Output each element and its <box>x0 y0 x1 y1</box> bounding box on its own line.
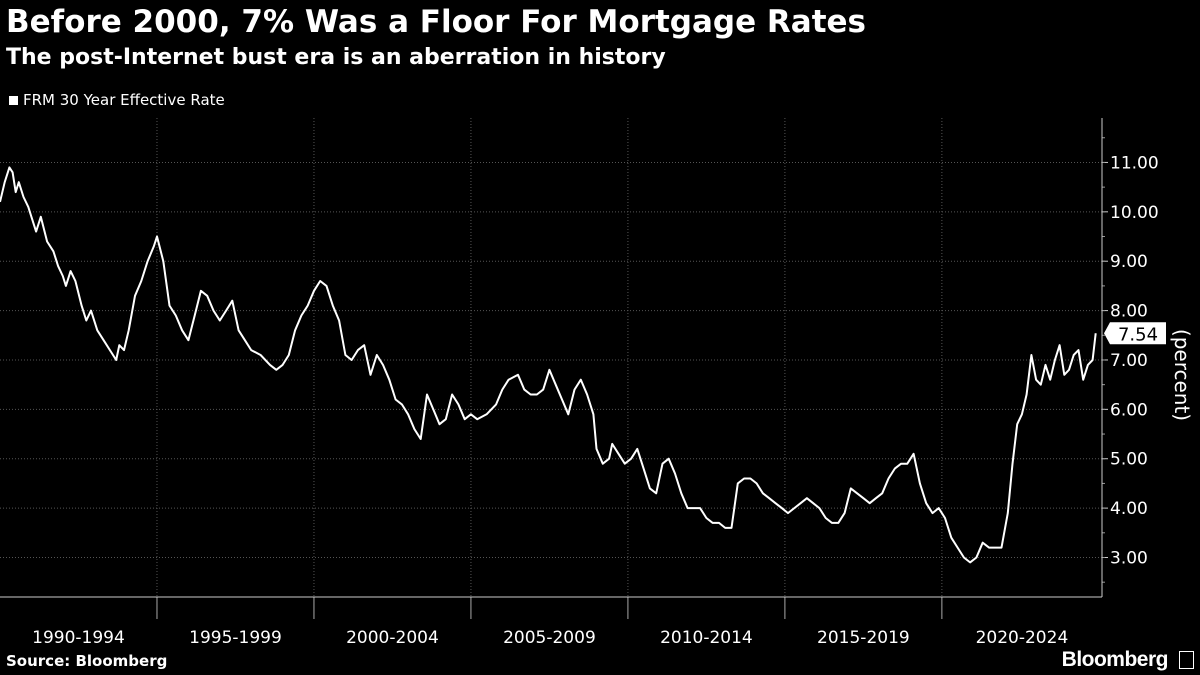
y-tick-label: 7.00 <box>1110 351 1148 371</box>
axes <box>0 118 1108 619</box>
grid-lines <box>0 118 1102 597</box>
y-tick-label: 8.00 <box>1110 302 1148 322</box>
series-line-frm-30yr <box>0 166 1097 564</box>
axis-labels: 3.00 4.00 5.00 6.00 7.00 8.00 9.00 10.00 11.00 19… <box>32 153 1194 648</box>
x-tick-label: 2020-2024 <box>976 628 1069 648</box>
y-tick-label: 10.00 <box>1110 203 1159 223</box>
y-tick-label: 9.00 <box>1110 252 1148 272</box>
y-tick-label: 6.00 <box>1110 400 1148 420</box>
x-tick-label: 2000-2004 <box>346 628 439 648</box>
y-axis-title: (percent) <box>1170 329 1194 421</box>
last-value-badge: 7.54 <box>1104 322 1166 345</box>
legend-swatch <box>9 95 18 105</box>
x-tick-label: 2015-2019 <box>817 628 910 648</box>
x-tick-label: 2005-2009 <box>503 628 596 648</box>
legend-label: FRM 30 Year Effective Rate <box>23 91 225 109</box>
last-value-text: 7.54 <box>1118 324 1158 345</box>
y-tick-label: 3.00 <box>1110 548 1148 568</box>
brand-logo: Bloomberg <box>1061 648 1169 671</box>
last-value-box <box>1104 322 1166 345</box>
series-group <box>0 166 1097 564</box>
legend: FRM 30 Year Effective Rate <box>9 91 225 109</box>
chart-subtitle: The post-Internet bust era is an aberrat… <box>6 45 666 70</box>
x-tick-label: 1995-1999 <box>189 628 282 648</box>
bloomberg-terminal-icon <box>1179 651 1194 669</box>
y-tick-label: 4.00 <box>1110 499 1148 519</box>
source-note: Source: Bloomberg <box>6 652 168 670</box>
y-tick-label: 11.00 <box>1110 153 1159 173</box>
y-tick-label: 5.00 <box>1110 450 1148 470</box>
x-tick-label: 1990-1994 <box>32 628 125 648</box>
chart-title: Before 2000, 7% Was a Floor For Mortgage… <box>6 4 867 40</box>
x-tick-label: 2010-2014 <box>660 628 753 648</box>
